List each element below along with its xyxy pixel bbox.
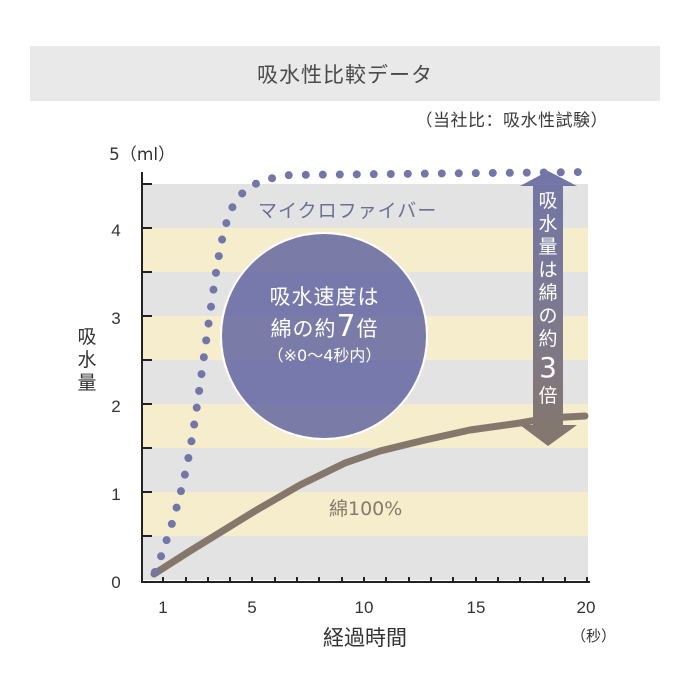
y-tick-2: 2 bbox=[111, 397, 120, 416]
chart-subtitle: （当社比：吸水性試験） bbox=[415, 111, 608, 131]
speed-annotation-circle bbox=[220, 232, 428, 440]
speed-annotation-note: （※0〜4秒内） bbox=[267, 346, 382, 365]
capacity-annotation-suffix: 倍 bbox=[538, 385, 558, 407]
capacity-annotation-number: 3 bbox=[539, 351, 557, 384]
speed-annotation-number: 7 bbox=[336, 309, 357, 344]
y-axis-label: 吸水量 bbox=[77, 326, 97, 394]
title-bar: 吸水性比較データ bbox=[30, 46, 660, 101]
x-tick-15: 15 bbox=[467, 598, 486, 617]
speed-annotation-line1: 吸水速度は bbox=[269, 285, 380, 309]
x-tick-1: 1 bbox=[158, 598, 167, 617]
speed-annotation-prefix: 綿の約 bbox=[270, 317, 337, 341]
y-axis-unit: 5（ml） bbox=[109, 145, 176, 165]
cotton-label: 綿100% bbox=[329, 498, 403, 520]
y-tick-4: 4 bbox=[111, 221, 120, 240]
y-axis bbox=[141, 172, 152, 582]
y-tick-1: 1 bbox=[111, 485, 120, 504]
x-axis bbox=[141, 577, 590, 583]
y-tick-3: 3 bbox=[111, 309, 120, 328]
x-axis-unit: （秒） bbox=[571, 627, 617, 645]
cotton-series-line bbox=[150, 412, 589, 578]
chart-title: 吸水性比較データ bbox=[257, 62, 433, 87]
speed-annotation-line2: 綿の約7倍 bbox=[222, 312, 427, 344]
x-tick-20: 20 bbox=[577, 598, 596, 617]
x-tick-10: 10 bbox=[355, 598, 374, 617]
x-axis-label: 経過時間 bbox=[323, 626, 407, 650]
capacity-double-arrow bbox=[520, 171, 577, 446]
capacity-annotation-text: 吸水量は綿の約 3 倍 bbox=[533, 190, 563, 408]
speed-annotation-text: 吸水速度は 綿の約7倍 （※0〜4秒内） bbox=[222, 282, 427, 368]
microfiber-label: マイクロファイバー bbox=[258, 200, 438, 222]
y-tick-0: 0 bbox=[111, 573, 120, 592]
x-tick-5: 5 bbox=[247, 598, 256, 617]
capacity-annotation-body: 吸水量は綿の約 bbox=[538, 190, 558, 350]
speed-annotation-suffix: 倍 bbox=[356, 317, 379, 341]
